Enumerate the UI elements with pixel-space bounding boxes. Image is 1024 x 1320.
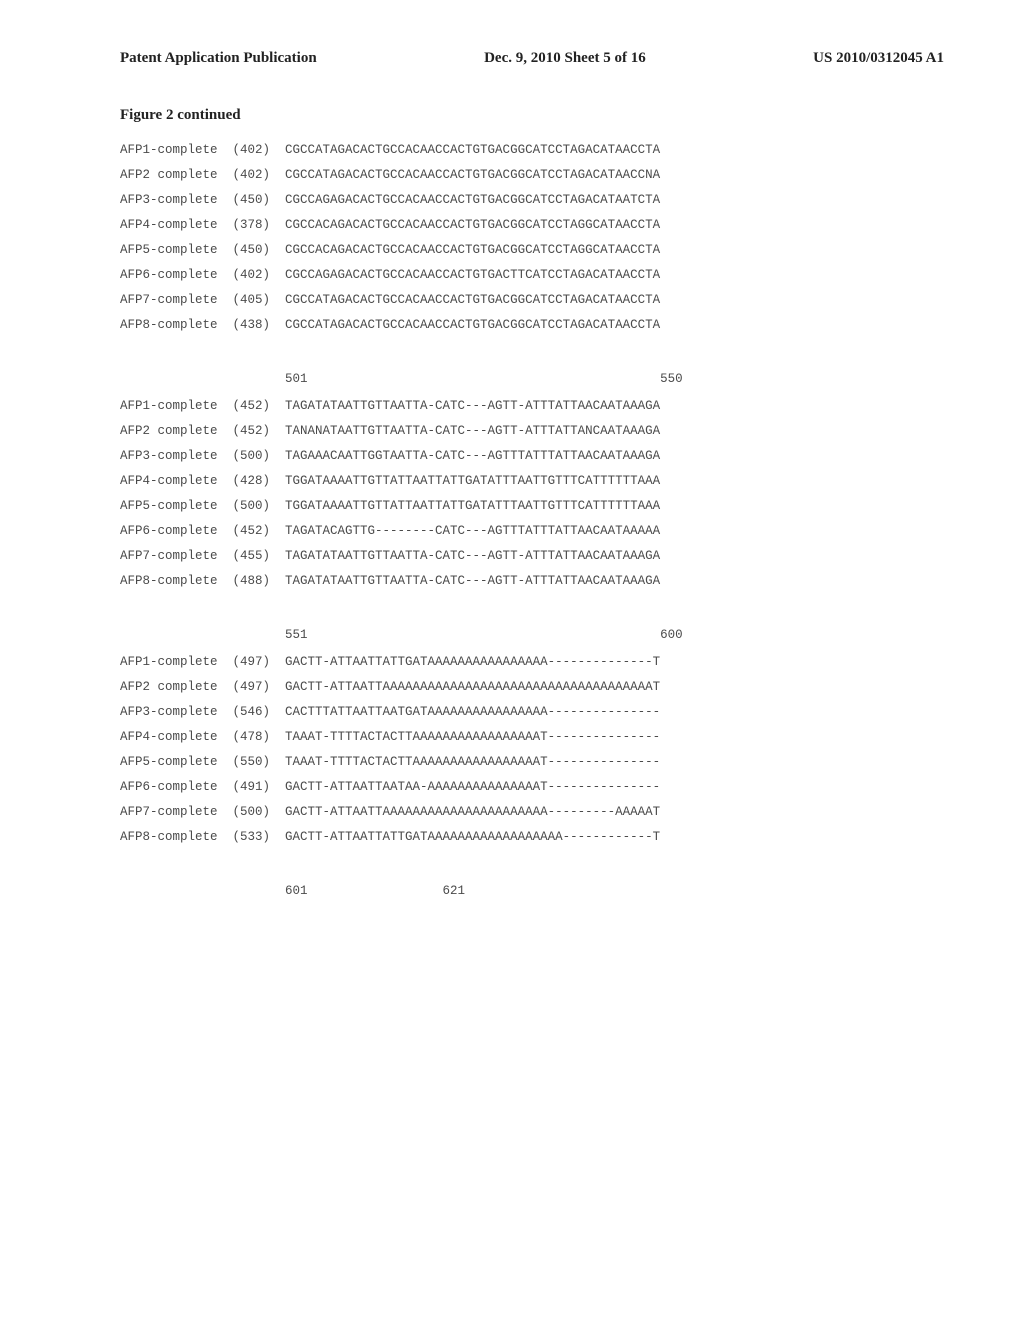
sequence-row: AFP2 complete (497) GACTT-ATTAATTAAAAAAA… xyxy=(120,675,944,700)
sequence-row: AFP7-complete (405) CGCCATAGACACTGCCACAA… xyxy=(120,288,944,313)
position-ruler: 501 550 xyxy=(120,372,944,386)
sequence-row: AFP8-complete (438) CGCCATAGACACTGCCACAA… xyxy=(120,313,944,338)
header-right: US 2010/0312045 A1 xyxy=(813,50,944,67)
header-center: Dec. 9, 2010 Sheet 5 of 16 xyxy=(484,50,646,67)
sequence-row: AFP4-complete (378) CGCCACAGACACTGCCACAA… xyxy=(120,213,944,238)
figure-title: Figure 2 continued xyxy=(120,107,944,124)
publication-header: Patent Application Publication Dec. 9, 2… xyxy=(120,50,944,67)
sequence-row: AFP5-complete (500) TGGATAAAATTGTTATTAAT… xyxy=(120,494,944,519)
alignment-block: AFP1-complete (402) CGCCATAGACACTGCCACAA… xyxy=(120,138,944,338)
alignment-block: AFP1-complete (452) TAGATATAATTGTTAATTA-… xyxy=(120,394,944,594)
sequence-row: AFP1-complete (402) CGCCATAGACACTGCCACAA… xyxy=(120,138,944,163)
sequence-alignment: AFP1-complete (402) CGCCATAGACACTGCCACAA… xyxy=(120,138,944,850)
alignment-block: AFP1-complete (497) GACTT-ATTAATTATTGATA… xyxy=(120,650,944,850)
sequence-row: AFP5-complete (450) CGCCACAGACACTGCCACAA… xyxy=(120,238,944,263)
sequence-row: AFP3-complete (500) TAGAAACAATTGGTAATTA-… xyxy=(120,444,944,469)
sequence-row: AFP8-complete (488) TAGATATAATTGTTAATTA-… xyxy=(120,569,944,594)
sequence-row: AFP1-complete (497) GACTT-ATTAATTATTGATA… xyxy=(120,650,944,675)
header-left: Patent Application Publication xyxy=(120,50,317,67)
sequence-row: AFP3-complete (546) CACTTTATTAATTAATGATA… xyxy=(120,700,944,725)
sequence-row: AFP3-complete (450) CGCCAGAGACACTGCCACAA… xyxy=(120,188,944,213)
sequence-row: AFP2 complete (452) TANANATAATTGTTAATTA-… xyxy=(120,419,944,444)
sequence-row: AFP5-complete (550) TAAAT-TTTTACTACTTAAA… xyxy=(120,750,944,775)
sequence-row: AFP7-complete (455) TAGATATAATTGTTAATTA-… xyxy=(120,544,944,569)
sequence-row: AFP6-complete (452) TAGATACAGTTG--------… xyxy=(120,519,944,544)
sequence-row: AFP6-complete (402) CGCCAGAGACACTGCCACAA… xyxy=(120,263,944,288)
sequence-row: AFP4-complete (428) TGGATAAAATTGTTATTAAT… xyxy=(120,469,944,494)
footer-ruler: 601 621 xyxy=(120,884,944,898)
sequence-row: AFP4-complete (478) TAAAT-TTTTACTACTTAAA… xyxy=(120,725,944,750)
page: Patent Application Publication Dec. 9, 2… xyxy=(0,0,1024,1320)
sequence-row: AFP7-complete (500) GACTT-ATTAATTAAAAAAA… xyxy=(120,800,944,825)
sequence-row: AFP6-complete (491) GACTT-ATTAATTAATAA-A… xyxy=(120,775,944,800)
sequence-row: AFP8-complete (533) GACTT-ATTAATTATTGATA… xyxy=(120,825,944,850)
sequence-row: AFP1-complete (452) TAGATATAATTGTTAATTA-… xyxy=(120,394,944,419)
sequence-row: AFP2 complete (402) CGCCATAGACACTGCCACAA… xyxy=(120,163,944,188)
position-ruler: 551 600 xyxy=(120,628,944,642)
